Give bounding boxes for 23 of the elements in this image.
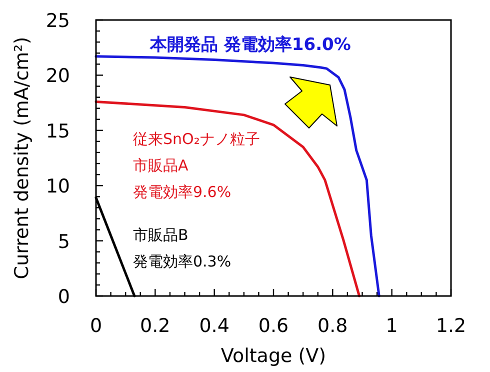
x-tick-label: 0.4 <box>199 315 230 337</box>
line-series <box>94 100 361 298</box>
series-label: 本開発品 発電効率16.0% <box>149 35 351 55</box>
y-tick-label: 15 <box>46 120 70 142</box>
y-tick-label: 25 <box>46 10 70 32</box>
x-tick-label: 0.2 <box>140 315 170 337</box>
y-tick-label: 20 <box>46 65 70 88</box>
x-tick-label: 1.2 <box>436 315 466 337</box>
x-tick-label: 0 <box>90 315 102 337</box>
y-axis-title: Current density (mA/cm²) <box>11 36 33 280</box>
x-tick-label: 1 <box>386 315 398 337</box>
y-tick-label: 5 <box>58 230 70 253</box>
annotation: 発電効率9.6% <box>133 183 232 201</box>
x-tick-label: 0.8 <box>318 315 348 337</box>
y-tick-label: 10 <box>46 176 70 198</box>
annotation: 発電効率0.3% <box>133 252 232 270</box>
annotation: 市販品A <box>133 156 189 174</box>
x-axis-title: Voltage (V) <box>220 345 326 367</box>
annotation: 従来SnO₂ナノ粒子 <box>133 130 260 148</box>
line-series <box>94 55 380 298</box>
y-tick-label: 0 <box>58 286 70 308</box>
x-tick-label: 0.6 <box>258 315 289 337</box>
annotation: 市販品B <box>133 226 188 244</box>
